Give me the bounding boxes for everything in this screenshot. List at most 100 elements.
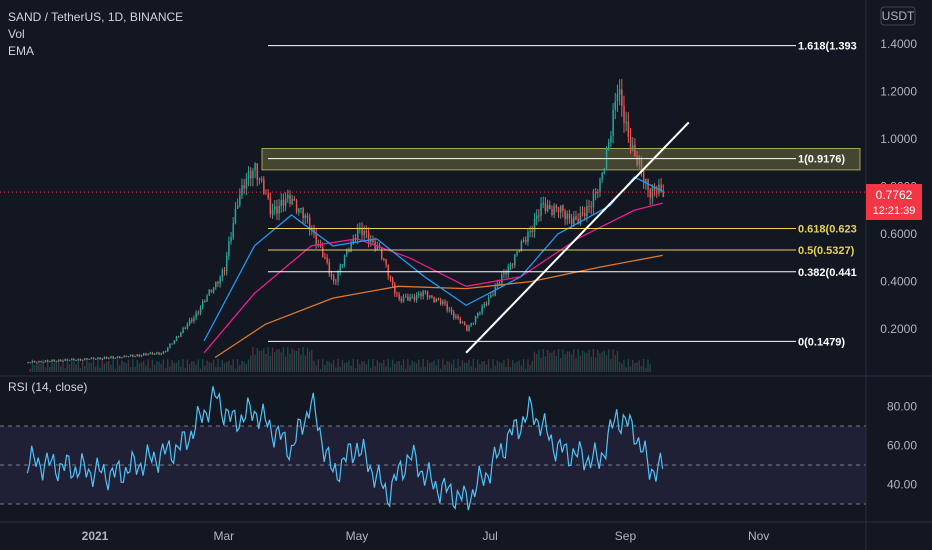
candle-body [162, 351, 165, 354]
candle-body [306, 215, 309, 218]
candle-body [409, 297, 411, 301]
volume-bar [398, 360, 400, 372]
candle-body [103, 357, 106, 359]
currency-badge[interactable] [880, 6, 916, 26]
candle-body [520, 241, 523, 252]
candle-body [533, 218, 536, 232]
candle-body [175, 336, 178, 341]
candle-body [442, 301, 444, 305]
candle-body [252, 170, 254, 179]
volume-bar [332, 359, 335, 372]
volume-bar [514, 363, 516, 372]
volume-bar [153, 364, 156, 372]
ema-indicator-label[interactable]: EMA [8, 44, 34, 58]
volume-bar [348, 360, 350, 372]
volume-bar [442, 359, 444, 372]
candle-body [167, 347, 169, 351]
volume-bar [496, 360, 499, 372]
candle-body [156, 352, 158, 354]
volume-bar [507, 359, 509, 372]
candle-body [612, 109, 614, 137]
volume-bar [649, 364, 651, 372]
volume-bar [223, 363, 226, 372]
volume-bar [180, 366, 182, 372]
volume-bar [426, 359, 429, 372]
candle-body [542, 203, 545, 205]
candle-body [228, 241, 230, 256]
rsi-pane[interactable] [0, 386, 866, 511]
volume-bar [101, 359, 103, 372]
volume-bar [544, 356, 547, 372]
volume-bar [143, 360, 145, 372]
volume-bar [252, 347, 254, 372]
candle-body [90, 357, 93, 359]
candle-body [66, 359, 69, 361]
candle-body [219, 277, 221, 284]
volume-bar [549, 352, 551, 372]
fib-level-label: 1.618(1.393 [798, 41, 857, 53]
candle-body [138, 354, 141, 357]
volume-bar [518, 360, 520, 372]
volume-bar [422, 359, 424, 372]
candle-body [33, 360, 36, 363]
candle-body [592, 193, 595, 208]
price-pane[interactable]: 1.618(1.393 1(0.9176) 0.618(0.623 0.5(0.532… [0, 41, 866, 372]
candle-body [212, 287, 215, 293]
time-tick-label: 2021 [82, 529, 109, 543]
volume-bar [315, 365, 317, 372]
candle-body [352, 238, 355, 244]
volume-bar [55, 362, 58, 372]
volume-bar [472, 359, 475, 372]
time-axis[interactable]: 2021 Mar May Jul Sep Nov [82, 529, 770, 543]
volume-bar [193, 361, 195, 372]
candle-body [348, 249, 350, 252]
volume-bar [221, 359, 224, 372]
volume-bar [271, 347, 274, 372]
vol-indicator-label[interactable]: Vol [8, 27, 25, 41]
candle-body [328, 262, 331, 275]
volume-bar [535, 353, 538, 372]
volume-bar [75, 364, 77, 372]
candle-body [402, 297, 405, 302]
volume-bar [516, 361, 518, 372]
candle-body [263, 179, 265, 194]
volume-bar [36, 360, 38, 372]
volume-bar [119, 365, 121, 372]
candle-body [304, 215, 307, 218]
candle-body [625, 121, 627, 124]
candle-body [474, 316, 477, 323]
volume-bar [367, 359, 370, 372]
candle-body [210, 290, 213, 293]
rsi-tick-label: 60.00 [887, 439, 917, 453]
candle-body [241, 185, 243, 196]
volume-bar [239, 364, 241, 372]
volume-bar [396, 361, 398, 372]
volume-bar [428, 363, 431, 372]
volume-bar [522, 359, 525, 372]
volume-bar [86, 360, 88, 372]
candle-body [60, 359, 62, 362]
volume-bar [457, 359, 459, 372]
volume-bar [191, 361, 193, 372]
candle-body [361, 227, 363, 236]
candle-body [645, 179, 647, 183]
volume-bar [444, 364, 446, 372]
volume-bar [201, 359, 204, 372]
volume-bar [485, 364, 488, 372]
volume-bar [175, 362, 178, 372]
fib-level-label: 0.382(0.441 [798, 267, 857, 279]
volume-bar [267, 347, 269, 372]
volume-bar [557, 349, 560, 372]
volume-bar [99, 367, 101, 372]
candle-body [186, 324, 189, 329]
candle-body [424, 291, 427, 293]
volume-bar [184, 367, 186, 372]
volume-bar [402, 359, 405, 372]
volume-bar [215, 366, 217, 372]
volume-bar [415, 363, 418, 372]
candle-body [95, 358, 97, 360]
candle-body [590, 206, 593, 208]
candle-body [31, 360, 34, 363]
candle-body [642, 170, 645, 183]
